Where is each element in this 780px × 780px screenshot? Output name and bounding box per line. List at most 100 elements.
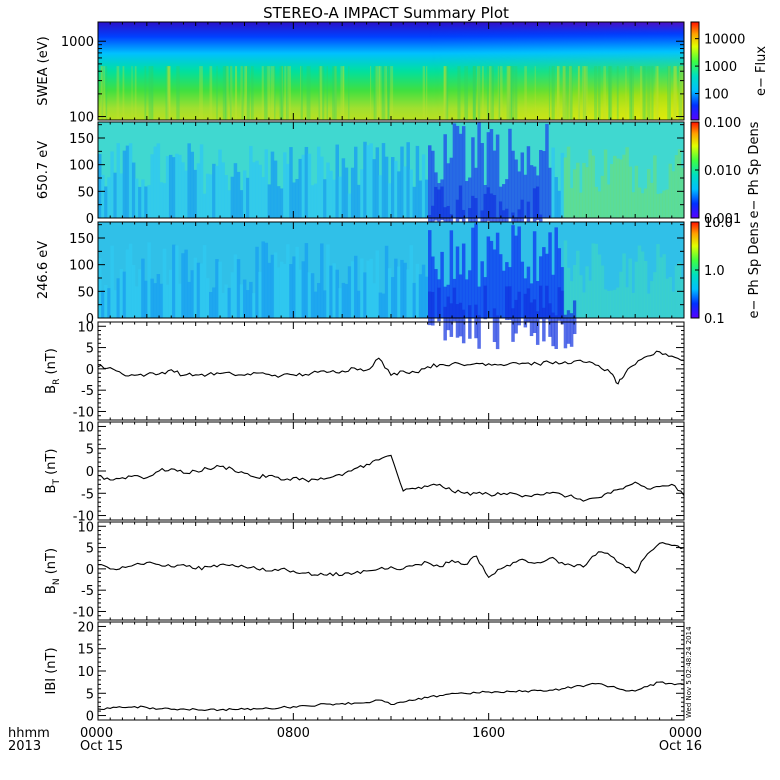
swea-texture: [300, 66, 302, 120]
pad-column: [471, 227, 475, 318]
pad-column: [437, 189, 441, 224]
swea-texture: [552, 66, 555, 120]
pad-column: [249, 145, 253, 218]
swea-texture: [230, 66, 233, 120]
swea-texture: [378, 66, 382, 120]
y-axis-label-main: B: [44, 485, 59, 494]
pad-column: [162, 183, 167, 218]
pad-column: [597, 191, 602, 218]
y-tick-label: 0: [86, 465, 94, 480]
pad-column: [292, 182, 296, 218]
swea-texture: [508, 66, 513, 120]
pad-column: [455, 199, 460, 234]
pad-column: [591, 155, 595, 218]
pad-column: [677, 262, 682, 318]
pad-column: [597, 254, 602, 318]
swea-texture: [245, 66, 247, 120]
pad-column: [582, 292, 586, 318]
pad-column: [671, 291, 676, 318]
y-axis-label: 246.6 eV: [36, 241, 51, 299]
pad-column: [551, 147, 555, 218]
colorbar: [690, 21, 700, 121]
pad-column: [539, 149, 543, 218]
swea-texture: [477, 66, 481, 120]
pad-column: [471, 137, 475, 218]
pad-column: [122, 150, 127, 218]
pad-column: [329, 265, 333, 318]
swea-texture: [647, 66, 651, 120]
swea-texture: [134, 66, 137, 120]
pad-column: [455, 304, 460, 338]
pad-column: [381, 293, 386, 318]
pad-column: [468, 270, 472, 318]
swea-texture: [681, 66, 685, 120]
pad-column: [563, 314, 568, 349]
pad-column: [514, 299, 518, 334]
pad-column: [172, 157, 176, 218]
pad-column: [187, 143, 191, 218]
swea-texture: [151, 66, 154, 120]
pad-column: [668, 163, 673, 218]
pad-column: [378, 292, 383, 318]
pad-column: [418, 180, 423, 218]
pad-column: [566, 310, 571, 344]
pad-column: [502, 270, 506, 318]
pad-column: [613, 289, 617, 318]
pad-column: [619, 271, 623, 318]
pad-column: [264, 242, 269, 318]
y-tick-label: 0: [86, 563, 94, 578]
pad-column: [326, 162, 330, 218]
pad-column: [560, 152, 565, 218]
pad-column: [276, 186, 281, 218]
y-tick-label: 0: [86, 312, 94, 327]
pad-column: [347, 266, 352, 318]
swea-texture: [563, 66, 565, 120]
pad-column: [535, 186, 540, 221]
swea-texture: [241, 66, 244, 120]
swea-texture: [584, 66, 588, 120]
pad-column: [520, 261, 525, 318]
pad-column: [165, 156, 170, 218]
pad-column: [341, 158, 346, 218]
swea-texture: [340, 66, 345, 120]
swea-texture: [489, 66, 492, 120]
pad-column: [600, 175, 605, 218]
y-tick-label: 100: [69, 111, 94, 126]
pad-column: [239, 190, 244, 218]
pad-column: [458, 302, 463, 337]
pad-column: [415, 263, 420, 318]
pad-column: [363, 272, 367, 318]
pad-column: [304, 243, 309, 318]
pad-column: [366, 260, 370, 318]
pad-column: [116, 143, 120, 218]
swea-texture: [279, 66, 284, 120]
pad-column: [329, 170, 333, 218]
swea-texture: [668, 66, 671, 120]
pad-column: [662, 254, 666, 318]
pad-column: [554, 177, 558, 218]
pad-column: [190, 270, 195, 318]
swea-texture: [216, 66, 218, 120]
y-tick-label: -5: [81, 584, 94, 599]
swea-texture: [577, 66, 580, 120]
pad-column: [175, 245, 179, 318]
pad-column: [505, 286, 509, 321]
pad-column: [461, 126, 466, 218]
pad-column: [606, 291, 611, 318]
pad-column: [674, 155, 679, 218]
pad-column: [252, 293, 256, 318]
swea-texture: [582, 66, 587, 120]
pad-column: [162, 248, 167, 318]
pad-column: [486, 187, 491, 221]
pad-column: [131, 265, 136, 318]
swea-texture: [266, 66, 271, 120]
swea-texture: [284, 66, 287, 120]
pad-column: [637, 187, 642, 218]
pad-column: [640, 193, 645, 218]
pad-column: [310, 273, 315, 318]
panel-frame: [97, 421, 685, 521]
pad-column: [264, 149, 269, 218]
pad-column: [458, 133, 463, 218]
swea-texture: [384, 66, 388, 120]
pad-column: [554, 227, 558, 318]
